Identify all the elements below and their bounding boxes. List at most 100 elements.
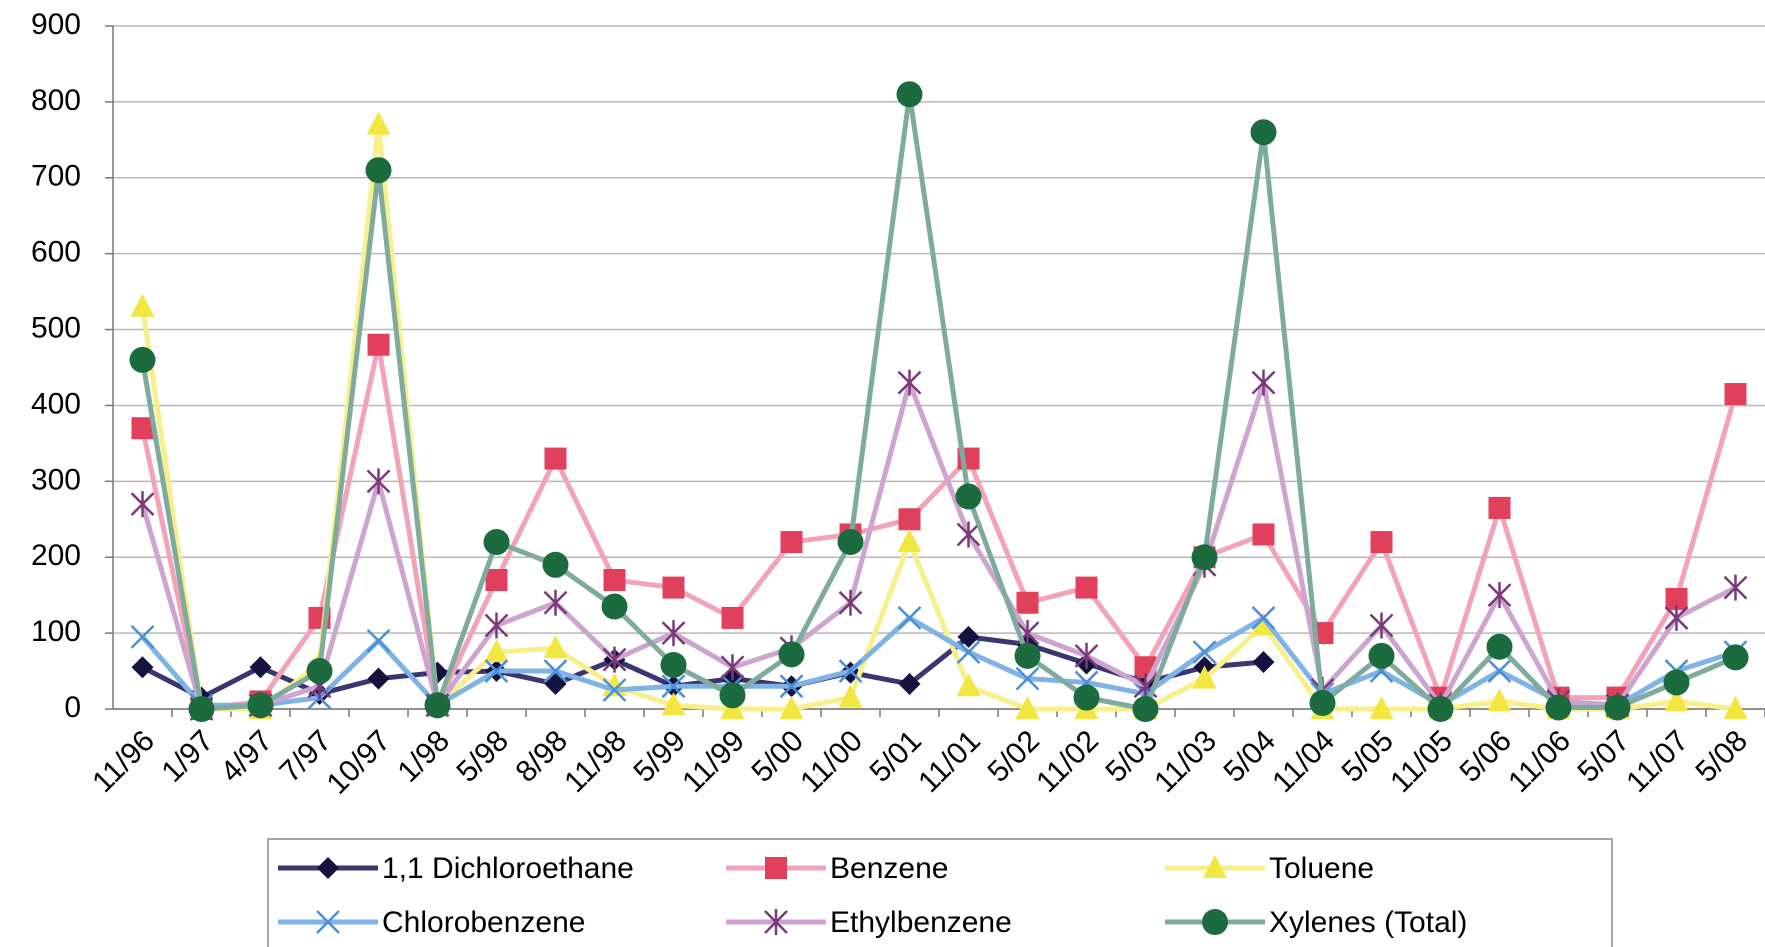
data-point [367,333,390,356]
data-point [543,589,568,616]
data-point [1723,574,1748,601]
data-point [1251,369,1276,396]
data-point [957,625,980,648]
data-point [366,628,391,653]
y-tick-label: 900 [31,8,81,41]
series-line [140,91,1737,712]
data-point [661,620,686,647]
data-point [130,293,155,317]
data-point [424,692,451,719]
data-point [780,531,803,554]
data-point [366,111,391,135]
x-tick-label: 11/06 [1502,724,1577,799]
data-point [1251,606,1276,630]
data-point [130,625,155,649]
data-point [1545,694,1572,721]
series-line [140,615,1737,708]
data-point [1604,694,1631,721]
data-point [719,682,746,709]
data-point [1486,633,1513,660]
data-point [779,674,804,699]
x-tick-label: 4/97 [214,724,279,789]
data-point [1073,684,1100,711]
x-tick-label: 11/00 [794,724,869,799]
data-point [601,593,628,620]
x-tick-label: 11/96 [86,724,161,799]
data-point [660,651,687,678]
data-point [661,674,686,699]
x-tick-label: 1/97 [155,724,220,789]
legend-marker [1202,909,1228,935]
data-point [188,696,215,722]
data-point [484,659,509,683]
legend-marker [1203,855,1227,878]
data-point [896,81,923,108]
data-point [898,672,921,695]
data-point [602,646,627,673]
x-tick-label: 11/99 [676,724,751,799]
data-point [306,658,333,685]
data-point [956,673,981,697]
data-point [131,656,154,679]
x-tick-label: 11/02 [1030,724,1105,799]
y-tick-label: 0 [64,691,81,724]
data-point [131,417,154,440]
x-tick-label: 11/05 [1384,724,1459,799]
data-point [1014,642,1041,669]
x-tick-label: 11/98 [558,724,633,799]
data-point [249,656,272,679]
data-point [1724,383,1747,406]
data-point [720,654,745,681]
data-point [1370,531,1393,554]
data-point [1016,591,1039,614]
data-point [602,678,627,702]
data-point [483,529,510,556]
data-point [365,157,392,184]
legend-marker [316,910,340,934]
data-point [130,491,155,518]
data-point [484,612,509,639]
legend-label: 1,1 Dichloroethane [382,852,634,885]
x-tick-label: 1/98 [391,724,456,789]
data-point [1487,582,1512,609]
x-tick-label: 10/97 [321,724,397,800]
data-point [1192,640,1217,664]
data-point [1488,496,1511,519]
data-point [838,659,863,683]
series-line [140,380,1737,712]
data-point [1664,604,1689,631]
data-point [1487,688,1512,712]
data-point [898,508,921,531]
y-tick-label: 700 [31,160,81,193]
data-point [956,521,981,548]
y-tick-label: 500 [31,311,81,344]
data-point [778,641,805,668]
data-point [838,589,863,616]
data-point [1722,644,1749,671]
data-point [1368,642,1395,669]
data-point [1191,544,1218,571]
legend-label: Toluene [1269,852,1374,885]
data-point [1427,696,1454,722]
data-point [543,659,568,683]
data-point [897,529,922,553]
x-tick-label: 11/07 [1620,724,1695,799]
data-point [779,696,804,719]
data-point [1075,576,1098,599]
data-point [837,529,864,556]
legend-label: Ethylbenzene [830,906,1012,939]
data-point [1074,642,1099,669]
data-point [1252,650,1275,673]
data-point [955,483,982,510]
data-point [1663,669,1690,696]
data-point [603,568,626,591]
data-point [1369,612,1394,639]
data-point [1132,696,1159,722]
legend-marker [317,857,339,879]
series-line [140,342,1738,712]
data-point [544,672,567,695]
data-point [1252,523,1275,546]
data-point [1309,689,1336,716]
data-point [1723,696,1748,719]
legend-label: Benzene [830,852,948,885]
